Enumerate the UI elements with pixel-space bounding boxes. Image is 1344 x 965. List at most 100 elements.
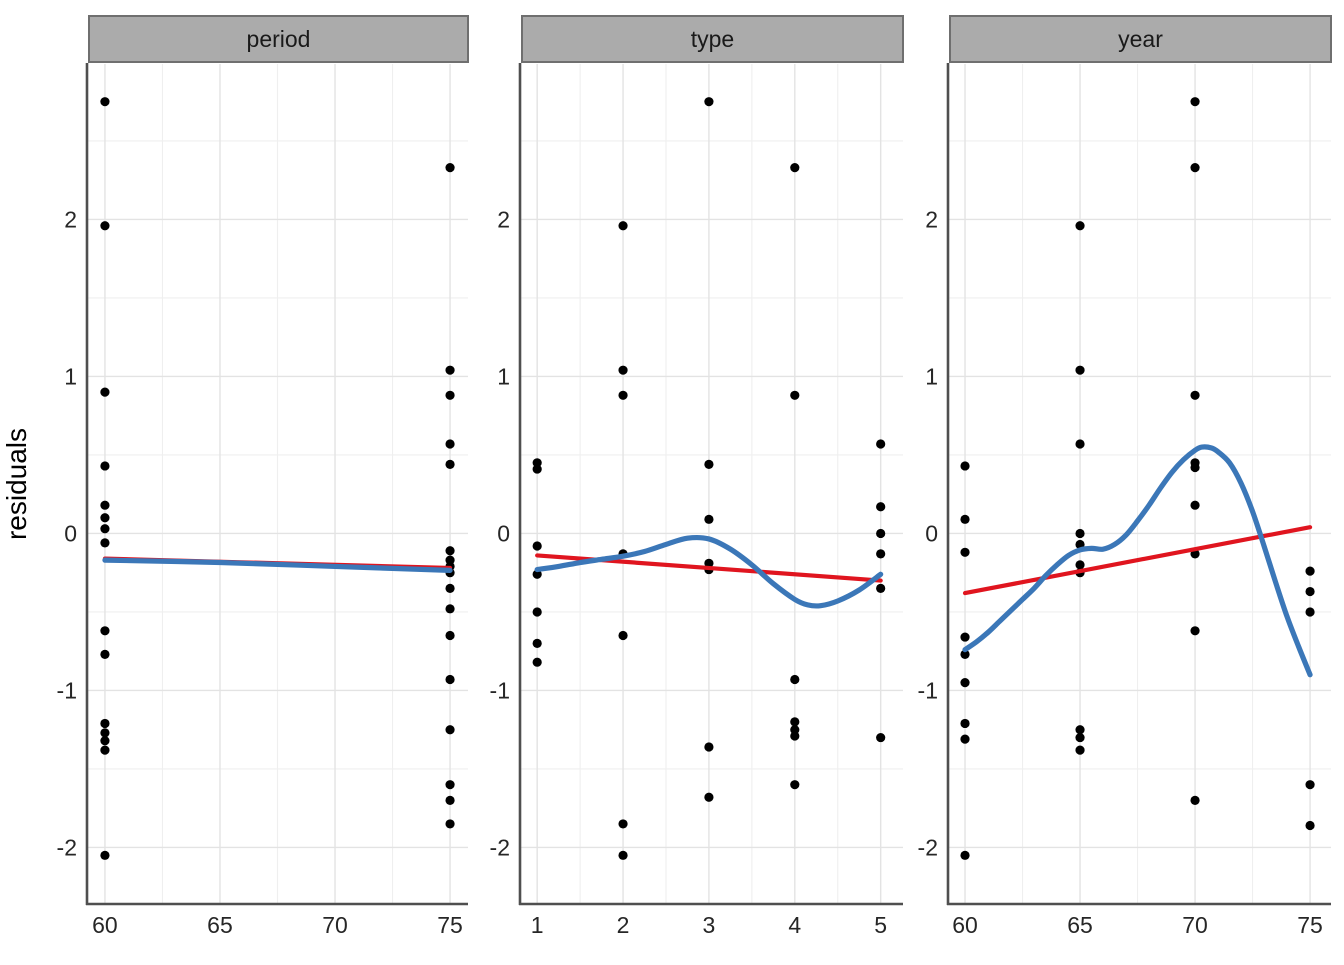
grid-major [520,64,903,904]
grid-major [87,64,468,904]
scatter-points [100,97,455,860]
facet-period: period 60 65 70 75 2 1 0 -1 -2 [57,15,469,938]
data-point [1305,566,1315,576]
loess-line [962,444,1313,678]
y-tick-label: 1 [497,363,510,389]
facet-year: year 60 65 70 75 2 1 0 -1 -2 [918,15,1332,938]
facet-strip [949,15,1332,63]
data-point [100,524,110,534]
x-tick-label: 70 [1182,912,1208,938]
data-point [1190,795,1200,805]
data-point [100,718,110,729]
data-point [790,717,800,727]
data-point [1190,626,1200,636]
data-point [618,630,628,641]
data-point [618,850,628,860]
x-tick-label: 75 [1297,912,1323,938]
data-point [618,365,628,375]
data-point [1305,820,1315,831]
data-point [445,365,455,375]
data-point [100,649,110,659]
data-point [1305,586,1315,597]
data-point [445,583,455,594]
data-point [790,731,800,741]
facet-type: type 1 2 3 4 5 2 1 0 -1 -2 [490,15,904,938]
data-point [445,459,455,469]
data-point [790,780,800,790]
grid-minor [520,64,903,904]
data-point [532,638,542,648]
data-point [532,657,542,667]
data-point [960,461,970,471]
data-point [704,459,714,469]
data-point [445,795,455,805]
x-tick-label: 3 [703,912,716,938]
data-point [532,607,542,617]
data-point [100,728,110,738]
x-tick-label: 65 [1067,912,1093,938]
data-point [876,549,886,559]
x-tick-label: 5 [874,912,887,938]
x-tick-label: 65 [207,912,233,938]
data-point [618,221,628,231]
data-point [100,626,110,636]
data-point [960,547,970,557]
y-tick-label: 2 [925,206,938,232]
data-point [1075,221,1085,231]
data-point [100,745,110,755]
data-point [618,819,628,829]
lm-line [962,525,1313,596]
y-tick-label: 0 [497,520,510,546]
data-point [960,649,970,659]
data-point [790,163,800,173]
loess-line [534,534,884,609]
data-point [532,464,542,474]
data-point [790,390,800,400]
facet-strip-label: year [1118,26,1163,52]
y-tick-label: 0 [925,520,938,546]
data-point [1190,163,1200,173]
data-point [1075,560,1085,570]
facet-strip [88,15,469,63]
x-tick-label: 75 [437,912,463,938]
data-point [1305,780,1315,790]
x-tick-label: 60 [92,912,118,938]
data-point [100,736,110,746]
data-point [876,502,886,512]
y-tick-label: -1 [918,677,938,703]
facet-strip [521,15,904,63]
data-point [100,387,110,397]
data-point [876,583,886,594]
data-point [1075,725,1085,735]
data-point [960,850,970,860]
data-point [704,97,714,107]
panel-background [948,64,1331,904]
data-point [445,780,455,790]
data-point [445,630,455,641]
y-tick-label: 2 [497,206,510,232]
data-point [876,528,886,539]
x-tick-label: 4 [788,912,801,938]
x-tick-label: 60 [952,912,978,938]
data-point [1190,462,1200,473]
data-point [960,718,970,729]
y-tick-label: -2 [490,834,510,860]
y-tick-label: 2 [64,206,77,232]
data-point [960,514,970,524]
data-point [100,221,110,231]
data-point [704,742,714,752]
data-point [1075,732,1085,743]
x-tick-label: 2 [617,912,630,938]
data-point [960,734,970,744]
data-point [100,97,110,107]
data-point [790,674,800,685]
data-point [1075,528,1085,539]
data-point [532,569,542,579]
data-point [445,604,455,614]
data-point [1075,365,1085,375]
data-point [100,500,110,510]
data-point [960,678,970,688]
data-point [1190,97,1200,107]
